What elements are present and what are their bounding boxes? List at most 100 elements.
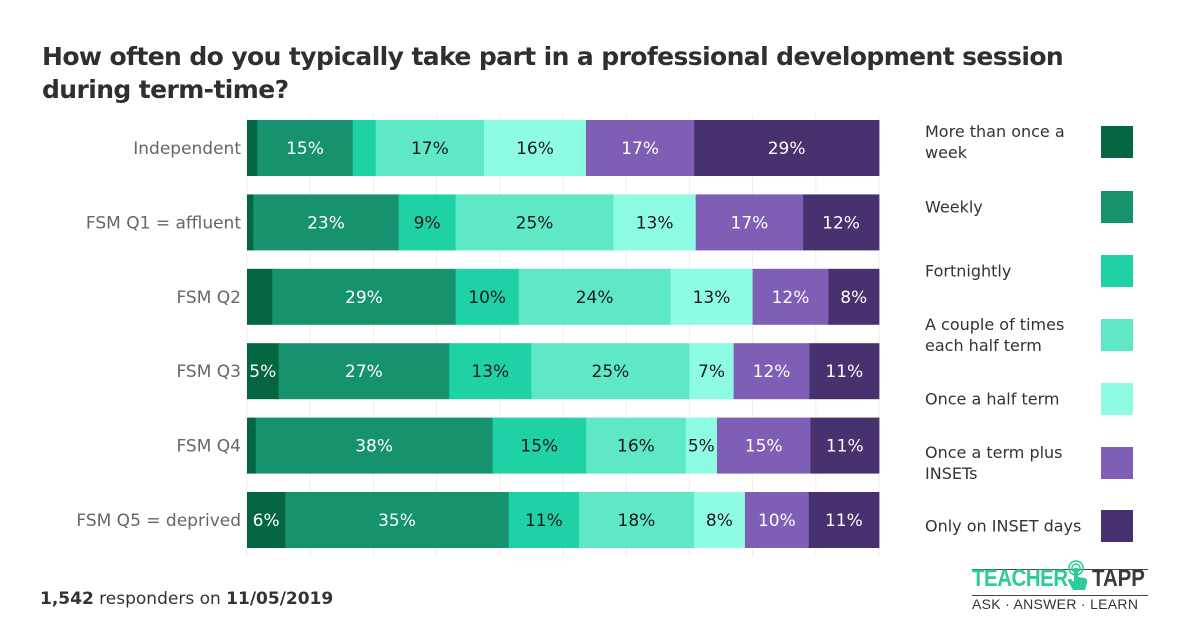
data-label: 5% [688, 437, 715, 457]
legend-label: A couple of times each half term [925, 315, 1065, 355]
bar-segment [285, 492, 510, 548]
bar-segment [455, 194, 614, 251]
bar-segment [247, 492, 286, 548]
data-label: 15% [520, 437, 558, 457]
bar-segment [278, 343, 450, 400]
legend-swatch [1101, 126, 1133, 158]
legend-swatch [1101, 319, 1133, 351]
legend-item: Only on INSET days [925, 496, 1145, 556]
category-label: FSM Q4 [176, 437, 241, 457]
logo-bottom-rule [972, 595, 1148, 596]
bar-segment [398, 194, 456, 251]
data-label: 25% [516, 213, 554, 233]
legend-label: More than once a week [925, 122, 1065, 162]
bar-segment [803, 194, 880, 251]
data-label: 8% [840, 288, 867, 308]
logo-word-teacher: TEACHER [972, 565, 1068, 592]
bar-segment [247, 343, 279, 400]
data-label: 10% [758, 511, 796, 531]
data-label: 8% [706, 511, 733, 531]
bar-segment [810, 417, 880, 474]
bar-segment [247, 194, 254, 251]
bar-segment [508, 492, 580, 548]
bar-segment [752, 268, 829, 325]
tap-hand-icon [1068, 560, 1088, 590]
category-labels: Independent FSM Q1 = affluent FSM Q2 FSM Q3… [76, 139, 241, 531]
category-label: FSM Q3 [176, 362, 241, 382]
data-label: 17% [621, 139, 659, 159]
legend-swatch [1101, 447, 1133, 479]
bar-segment [744, 492, 810, 548]
legend-label: Fortnightly [925, 261, 1012, 281]
bar-segment [253, 194, 400, 251]
legend-swatch [1101, 255, 1133, 287]
data-label: 13% [693, 288, 731, 308]
bar-segment [808, 492, 880, 548]
legend-label: Once a half term [925, 389, 1060, 409]
category-label: FSM Q2 [176, 288, 241, 308]
legend-label: Once a term plus INSETs [925, 443, 1063, 483]
legend-swatch [1101, 191, 1133, 223]
legend-item: A couple of times each half term [925, 305, 1145, 365]
responder-text: responders on [93, 589, 227, 609]
data-label: 15% [745, 437, 783, 457]
data-label: 12% [822, 213, 860, 233]
gridlines [246, 114, 880, 556]
bar-segment [693, 492, 746, 548]
legend-item: Once a term plus INSETs [925, 433, 1145, 493]
data-label: 17% [731, 213, 769, 233]
bar-segment [492, 417, 587, 474]
data-label: 11% [525, 511, 563, 531]
data-label: 12% [753, 362, 791, 382]
bar-segment [585, 120, 695, 176]
data-label: 35% [378, 511, 416, 531]
data-label: 16% [516, 139, 554, 159]
bar-segment [733, 343, 810, 400]
bar-segment [828, 268, 880, 325]
bar-segment [685, 417, 718, 474]
legend-item: Once a half term [925, 369, 1145, 429]
bar-segment [272, 268, 456, 325]
category-label: Independent [133, 139, 241, 159]
data-label: 11% [825, 511, 863, 531]
bar-segment [484, 120, 587, 176]
bar-segment [247, 120, 258, 176]
data-label: 13% [471, 362, 509, 382]
data-label: 17% [411, 139, 449, 159]
legend-label: Only on INSET days [925, 516, 1082, 536]
data-label: 15% [286, 139, 324, 159]
data-label: 5% [249, 362, 276, 382]
bar-segment [695, 194, 804, 251]
bar-segment [613, 194, 697, 251]
data-label: 27% [345, 362, 383, 382]
bar-segment [375, 120, 485, 176]
logo-word-tapp: TAPP [1092, 565, 1145, 592]
data-label: 29% [345, 288, 383, 308]
data-label: 38% [355, 437, 393, 457]
bar-segment [531, 343, 690, 400]
bar-segment [257, 120, 354, 176]
legend-item: Fortnightly [925, 241, 1145, 301]
data-label: 13% [636, 213, 674, 233]
data-label: 16% [617, 437, 655, 457]
responder-summary: 1,542 responders on 11/05/2019 [40, 589, 333, 609]
data-label: 9% [414, 213, 441, 233]
category-label: FSM Q1 = affluent [86, 213, 241, 233]
bar-segment [578, 492, 695, 548]
data-label: 11% [825, 362, 863, 382]
data-label: 24% [576, 288, 614, 308]
bar-segment [352, 120, 377, 176]
bar-segment [255, 417, 493, 474]
data-label: 23% [307, 213, 345, 233]
data-label: 7% [698, 362, 725, 382]
legend-swatch [1101, 383, 1133, 415]
survey-date: 11/05/2019 [226, 589, 334, 609]
bars: 15% 17% 16% 17% 29% 23% 9% 25% 13% 17% 12% 29% 10% 24… [247, 120, 880, 548]
legend-item: More than once a week [925, 112, 1145, 172]
bar-segment [247, 268, 273, 325]
category-label: FSM Q5 = deprived [76, 511, 241, 531]
data-label: 11% [826, 437, 864, 457]
legend-label: Weekly [925, 197, 983, 217]
bar-segment [694, 120, 880, 176]
data-label: 10% [468, 288, 506, 308]
